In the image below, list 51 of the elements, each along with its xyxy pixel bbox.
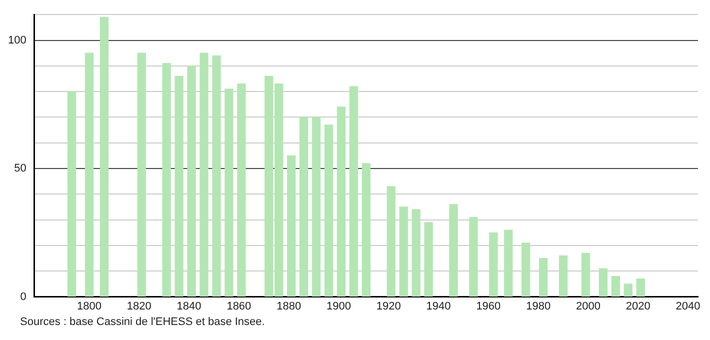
- bar: [174, 76, 184, 297]
- x-tick-label: 1860: [226, 300, 252, 312]
- x-tick-label: 1880: [276, 300, 302, 312]
- bar: [224, 88, 234, 297]
- bar: [200, 52, 208, 297]
- bar: [237, 84, 246, 297]
- bar: [598, 268, 608, 297]
- bar: [424, 222, 433, 297]
- y-tick-label: 0: [20, 290, 26, 303]
- bar: [399, 206, 408, 297]
- bar: [362, 163, 371, 297]
- y-tick-label: 50: [14, 162, 26, 175]
- bar: [489, 232, 498, 297]
- x-tick-label: 1980: [526, 300, 551, 312]
- bar: [287, 155, 296, 297]
- bar: [611, 276, 620, 297]
- bar: [299, 116, 308, 297]
- bar: [522, 242, 530, 297]
- bar: [538, 258, 548, 297]
- bar: [581, 252, 590, 297]
- bar: [324, 124, 334, 297]
- bar: [412, 209, 420, 297]
- x-tick-label: 1800: [77, 300, 102, 312]
- bar: [312, 116, 321, 297]
- bar: [449, 204, 458, 297]
- source-note: Sources : base Cassini de l'EHESS et base Insee.: [20, 316, 266, 328]
- bar: [386, 186, 396, 297]
- bar: [137, 52, 146, 297]
- x-tick-label: 1960: [476, 300, 501, 312]
- x-tick-label: 2000: [576, 300, 600, 312]
- x-tick-label: 1900: [326, 300, 351, 312]
- bar: [469, 216, 478, 297]
- y-tick-label: 100: [8, 34, 26, 46]
- x-tick-label: 1940: [426, 300, 451, 312]
- bar: [636, 278, 645, 297]
- x-tick-label: 1920: [376, 300, 401, 312]
- x-tick-label: 1820: [126, 300, 152, 312]
- bar: [212, 55, 221, 297]
- x-tick-label: 2020: [626, 300, 650, 312]
- bar: [624, 284, 632, 297]
- bar: [162, 63, 171, 297]
- x-tick-label: 1840: [176, 300, 202, 312]
- bar: [336, 106, 346, 297]
- bar: [100, 16, 109, 297]
- bar: [84, 52, 94, 297]
- x-tick-label: 2040: [676, 300, 700, 312]
- bar: [349, 86, 358, 297]
- bar: [504, 230, 513, 297]
- bar: [558, 255, 568, 297]
- bar: [187, 66, 196, 297]
- bar: [67, 91, 76, 297]
